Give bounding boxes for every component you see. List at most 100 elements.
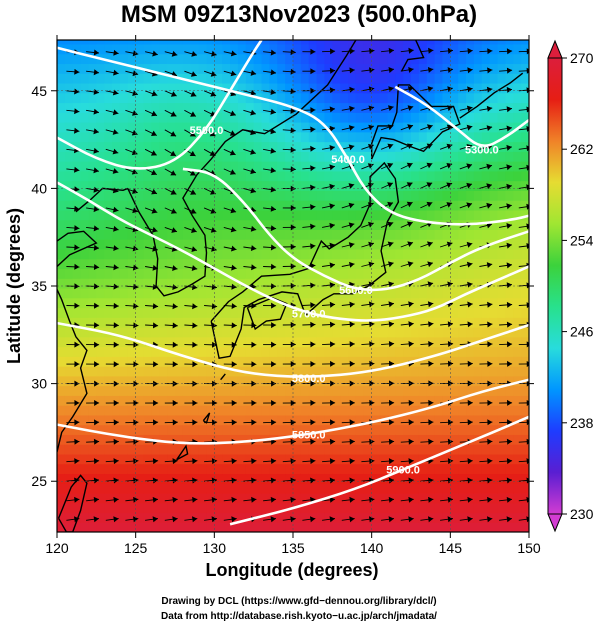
wind-arrow xyxy=(263,322,277,329)
contour-line xyxy=(182,167,529,292)
wind-arrow xyxy=(341,458,355,465)
wind-arrow xyxy=(164,361,178,368)
wind-arrow xyxy=(263,341,277,348)
wind-arrow xyxy=(66,108,80,115)
wind-arrow xyxy=(105,361,119,368)
wind-arrow xyxy=(86,380,100,387)
wind-arrow xyxy=(479,301,493,308)
wind-arrow xyxy=(164,109,177,117)
wind-arrow xyxy=(459,301,473,308)
wind-arrow xyxy=(499,399,513,406)
colorbar-tick-label: 238 xyxy=(570,415,594,431)
wind-arrow xyxy=(184,129,196,137)
colorbar-min-arrow xyxy=(547,513,563,533)
wind-arrow xyxy=(479,202,493,209)
wind-arrow xyxy=(499,419,513,426)
wind-arrow xyxy=(518,516,529,523)
colorbar: 230 238 246 254 262 270 xyxy=(547,39,594,533)
wind-arrow xyxy=(459,458,473,465)
wind-arrow xyxy=(302,477,316,484)
wind-arrow xyxy=(518,458,529,465)
wind-arrow xyxy=(361,67,375,74)
wind-arrow xyxy=(459,48,473,54)
wind-arrow xyxy=(322,164,335,171)
wind-arrow xyxy=(440,419,454,426)
wind-arrow xyxy=(204,303,218,310)
wind-arrow xyxy=(400,516,414,523)
wind-arrow xyxy=(322,203,335,210)
wind-arrow xyxy=(184,458,198,465)
wind-arrow xyxy=(322,67,336,74)
wind-arrow xyxy=(66,302,80,309)
wind-arrow xyxy=(145,284,159,290)
wind-arrow xyxy=(361,221,374,228)
wind-arrow xyxy=(341,261,355,268)
contour-label: 5300.0 xyxy=(465,144,499,156)
wind-arrow xyxy=(263,263,277,270)
wind-arrow xyxy=(499,223,512,229)
wind-arrow xyxy=(105,129,119,135)
wind-arrow xyxy=(243,264,257,271)
wind-arrow xyxy=(66,68,80,75)
wind-arrow xyxy=(282,243,296,250)
wind-arrow xyxy=(400,221,413,228)
wind-arrow xyxy=(105,245,119,251)
wind-arrow xyxy=(420,516,434,523)
wind-arrow xyxy=(145,477,159,484)
wind-arrow xyxy=(86,283,100,290)
wind-arrow xyxy=(499,242,512,249)
wind-arrow xyxy=(282,496,296,503)
colorbar-tick-label: 262 xyxy=(570,141,594,157)
wind-arrow xyxy=(341,183,355,189)
wind-arrow xyxy=(459,202,473,209)
wind-arrow xyxy=(518,477,529,484)
wind-arrow xyxy=(125,70,139,77)
wind-arrow xyxy=(86,206,100,213)
wind-arrow xyxy=(361,496,375,503)
contour-line xyxy=(57,378,529,445)
wind-arrow xyxy=(381,516,395,523)
wind-arrow xyxy=(420,281,434,288)
lat-lon-grid xyxy=(57,40,529,532)
x-tick-label: 125 xyxy=(124,540,148,556)
wind-arrow xyxy=(400,321,414,328)
wind-arrow xyxy=(302,243,316,250)
wind-arrow xyxy=(400,438,414,445)
wind-arrow xyxy=(341,202,355,209)
wind-arrow xyxy=(66,438,80,445)
wind-arrow xyxy=(499,106,513,113)
wind-arrow xyxy=(440,67,454,73)
wind-arrow xyxy=(420,47,434,54)
wind-arrow xyxy=(144,148,157,156)
wind-arrow xyxy=(381,458,395,465)
wind-arrow xyxy=(125,283,139,290)
wind-arrow xyxy=(380,241,394,248)
wind-arrow xyxy=(459,86,473,93)
wind-arrow xyxy=(86,458,100,465)
wind-arrow xyxy=(105,109,119,116)
wind-arrow xyxy=(479,516,493,523)
wind-arrow xyxy=(145,264,158,271)
wind-arrow xyxy=(184,226,197,233)
height-contours: 5300.0 5400.0 5500.0 5600.0 5700.0 5800.0 5850… xyxy=(57,40,529,526)
wind-arrow xyxy=(518,125,529,132)
wind-arrow xyxy=(66,263,80,270)
y-axis-title: Latitude (degrees) xyxy=(4,208,24,364)
wind-arrow xyxy=(381,419,395,426)
x-tick-label: 145 xyxy=(439,540,463,556)
wind-arrow xyxy=(282,127,296,134)
wind-arrow xyxy=(459,399,473,406)
wind-arrow xyxy=(381,47,395,54)
wind-arrow xyxy=(144,129,157,136)
wind-arrow xyxy=(322,262,336,269)
wind-arrow xyxy=(518,243,529,249)
wind-arrow xyxy=(322,360,336,367)
wind-arrow xyxy=(400,458,414,465)
wind-arrow xyxy=(105,516,119,523)
wind-arrow xyxy=(145,361,159,368)
contour-label: 5900.0 xyxy=(386,465,420,477)
wind-arrow xyxy=(518,164,529,171)
wind-arrow xyxy=(400,496,414,503)
wind-arrow xyxy=(479,183,493,190)
wind-arrow xyxy=(341,67,355,74)
